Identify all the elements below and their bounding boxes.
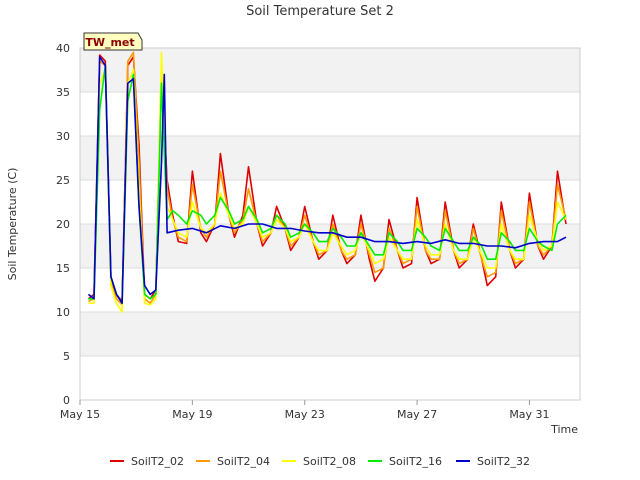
legend-entry-soilt2-08: SoilT2_08 xyxy=(282,455,356,468)
legend: SoilT2_02 SoilT2_04 SoilT2_08 SoilT2_16 Soil… xyxy=(110,455,530,468)
x-axis-ticks: May 15 May 19 May 23 May 27 May 31 xyxy=(60,400,550,421)
series-layer xyxy=(87,51,567,313)
x-tick-label: May 19 xyxy=(172,408,212,421)
legend-entry-soilt2-16: SoilT2_16 xyxy=(368,455,442,468)
y-tick-label: 35 xyxy=(56,86,70,99)
x-axis-label: Time xyxy=(550,423,578,436)
series-line-soilt2-16 xyxy=(88,64,567,305)
y-tick-label: 40 xyxy=(56,42,70,55)
station-badge-label: TW_met xyxy=(85,36,134,49)
legend-entry-soilt2-04: SoilT2_04 xyxy=(196,455,270,468)
legend-label: SoilT2_08 xyxy=(303,455,356,468)
plot-band xyxy=(80,48,580,92)
plot-frame xyxy=(79,47,581,401)
legend-label: SoilT2_02 xyxy=(131,455,184,468)
x-tick-label: May 31 xyxy=(509,408,549,421)
plot-band xyxy=(80,136,580,180)
legend-label: SoilT2_32 xyxy=(477,455,530,468)
station-badge: TW_met xyxy=(83,32,143,51)
series-line-soilt2-08 xyxy=(88,51,567,313)
legend-entry-soilt2-02: SoilT2_02 xyxy=(110,455,184,468)
legend-label: SoilT2_04 xyxy=(217,455,270,468)
y-axis-label: Soil Temperature (C) xyxy=(6,168,19,281)
plot-band xyxy=(80,312,580,356)
y-tick-label: 30 xyxy=(56,130,70,143)
y-tick-label: 10 xyxy=(56,306,70,319)
y-axis-ticks: 0 5 10 15 20 25 30 35 40 xyxy=(56,42,70,407)
x-tick-label: May 15 xyxy=(60,408,100,421)
y-tick-label: 0 xyxy=(63,394,70,407)
x-tick-label: May 27 xyxy=(397,408,437,421)
series-line-soilt2-32 xyxy=(87,55,567,305)
y-tick-label: 15 xyxy=(56,262,70,275)
legend-entry-soilt2-32: SoilT2_32 xyxy=(456,455,530,468)
y-tick-label: 20 xyxy=(56,218,70,231)
legend-label: SoilT2_16 xyxy=(389,455,442,468)
chart-title: Soil Temperature Set 2 xyxy=(246,4,394,19)
y-tick-label: 5 xyxy=(63,350,70,363)
y-tick-label: 25 xyxy=(56,174,70,187)
plot-background xyxy=(80,48,580,356)
x-tick-label: May 23 xyxy=(285,408,325,421)
